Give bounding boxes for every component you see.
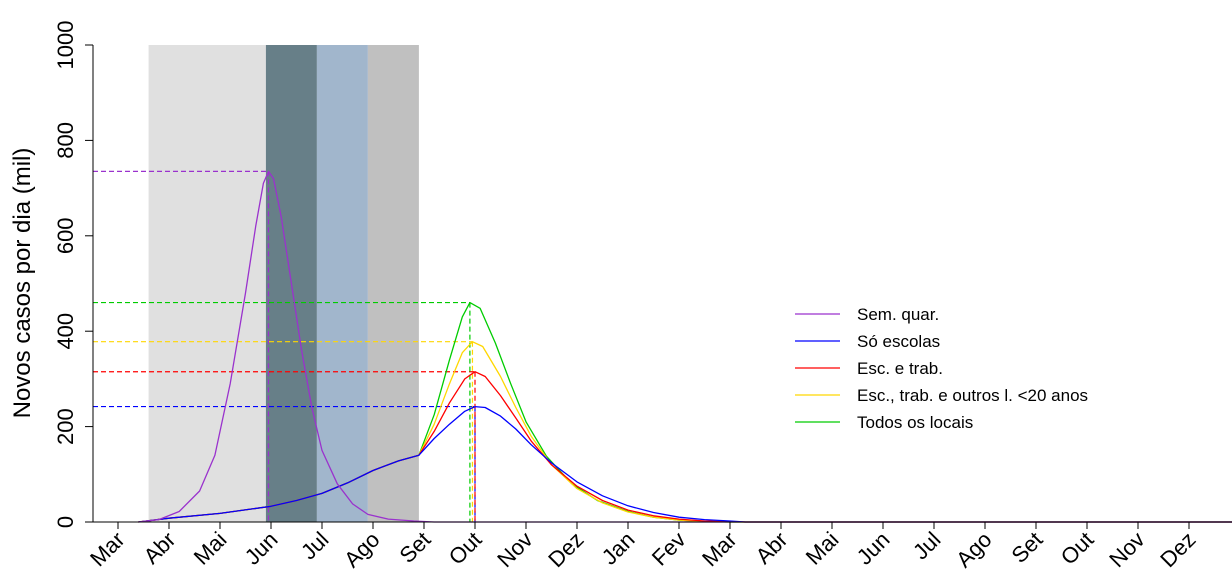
x-ticks: Mar Abr Mai Jun Jul Ago Set Out Nov Dez Jan Fev Mar A… bbox=[85, 522, 1201, 572]
shaded-region-2 bbox=[316, 45, 368, 522]
peak-reference-lines bbox=[93, 170, 476, 522]
legend-label-0: Sem. quar. bbox=[857, 305, 939, 324]
series-line-0 bbox=[138, 170, 1232, 523]
x-tick-label-3: Jun bbox=[240, 527, 283, 570]
y-tick-label-200: 200 bbox=[53, 408, 78, 445]
x-tick-label-1: Abr bbox=[139, 527, 181, 569]
x-tick-label-20: Nov bbox=[1104, 527, 1149, 572]
y-tick-label-800: 800 bbox=[53, 122, 78, 159]
x-tick-label-19: Out bbox=[1056, 527, 1099, 570]
x-tick-label-15: Jun bbox=[852, 527, 895, 570]
x-tick-label-4: Jul bbox=[296, 527, 334, 565]
series-line-1 bbox=[138, 405, 1232, 523]
x-tick-label-17: Ago bbox=[951, 527, 996, 572]
y-tick-label-1000: 1000 bbox=[53, 21, 78, 70]
x-tick-label-7: Out bbox=[444, 527, 487, 570]
x-tick-label-2: Mai bbox=[189, 527, 232, 570]
x-tick-label-0: Mar bbox=[85, 527, 129, 571]
shaded-region-3 bbox=[367, 45, 419, 522]
x-tick-label-18: Set bbox=[1007, 527, 1048, 568]
axes bbox=[92, 45, 1232, 523]
x-tick-label-12: Mar bbox=[697, 527, 741, 571]
legend: Sem. quar. Só escolas Esc. e trab. Esc., tr… bbox=[795, 305, 1088, 432]
x-tick-label-11: Fev bbox=[647, 527, 691, 571]
x-tick-label-10: Jan bbox=[597, 527, 640, 570]
legend-label-1: Só escolas bbox=[857, 332, 940, 351]
y-ticks: 0 200 400 600 800 1000 bbox=[53, 21, 93, 528]
legend-label-3: Esc., trab. e outros l. <20 anos bbox=[857, 386, 1088, 405]
legend-label-2: Esc. e trab. bbox=[857, 359, 943, 378]
x-tick-label-21: Dez bbox=[1155, 527, 1200, 572]
x-tick-label-8: Nov bbox=[492, 527, 537, 572]
y-tick-label-0: 0 bbox=[53, 516, 78, 528]
x-tick-label-5: Ago bbox=[339, 527, 384, 572]
quarantine-shaded-regions bbox=[148, 45, 419, 522]
y-tick-label-600: 600 bbox=[53, 217, 78, 254]
shaded-region-0 bbox=[148, 45, 266, 522]
y-tick-label-400: 400 bbox=[53, 313, 78, 350]
x-tick-label-6: Set bbox=[395, 527, 436, 568]
legend-label-4: Todos os locais bbox=[857, 413, 973, 432]
x-tick-label-9: Dez bbox=[543, 527, 588, 572]
x-tick-label-16: Jul bbox=[908, 527, 946, 565]
x-tick-label-13: Abr bbox=[751, 527, 793, 569]
x-tick-label-14: Mai bbox=[801, 527, 844, 570]
series-lines bbox=[138, 170, 1232, 523]
y-axis-label: Novos casos por dia (mil) bbox=[9, 148, 36, 419]
